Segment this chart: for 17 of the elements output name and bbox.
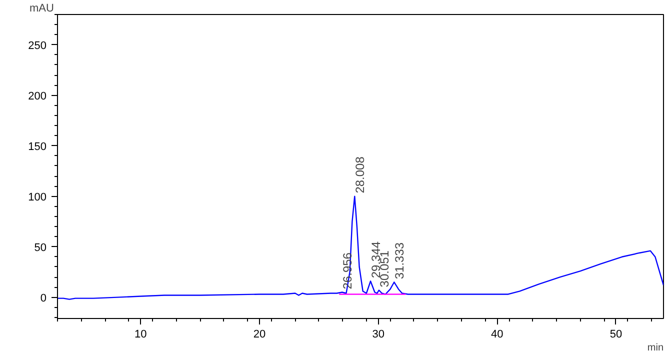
annotation: 26.956	[340, 252, 355, 290]
y-tick-label: 250	[28, 40, 47, 52]
y-tick-label: 100	[28, 191, 47, 204]
annotation: 28.008	[353, 156, 368, 194]
y-tick-label: 200	[28, 90, 47, 102]
line-series	[58, 196, 664, 300]
annotation: 31.333	[392, 242, 407, 280]
y-tick-label: 150	[28, 140, 47, 153]
x-tick-label: 40	[491, 328, 504, 340]
x-tick-label: 20	[253, 328, 266, 340]
x-axis-title: min	[647, 342, 664, 353]
y-axis-title: mAU	[30, 2, 54, 14]
x-tick-label: 30	[372, 328, 384, 340]
y-tick-label: 50	[34, 242, 47, 254]
x-tick-label: 10	[134, 328, 147, 340]
x-tick-label: 50	[610, 328, 622, 340]
y-tick-label: 0	[40, 292, 47, 304]
